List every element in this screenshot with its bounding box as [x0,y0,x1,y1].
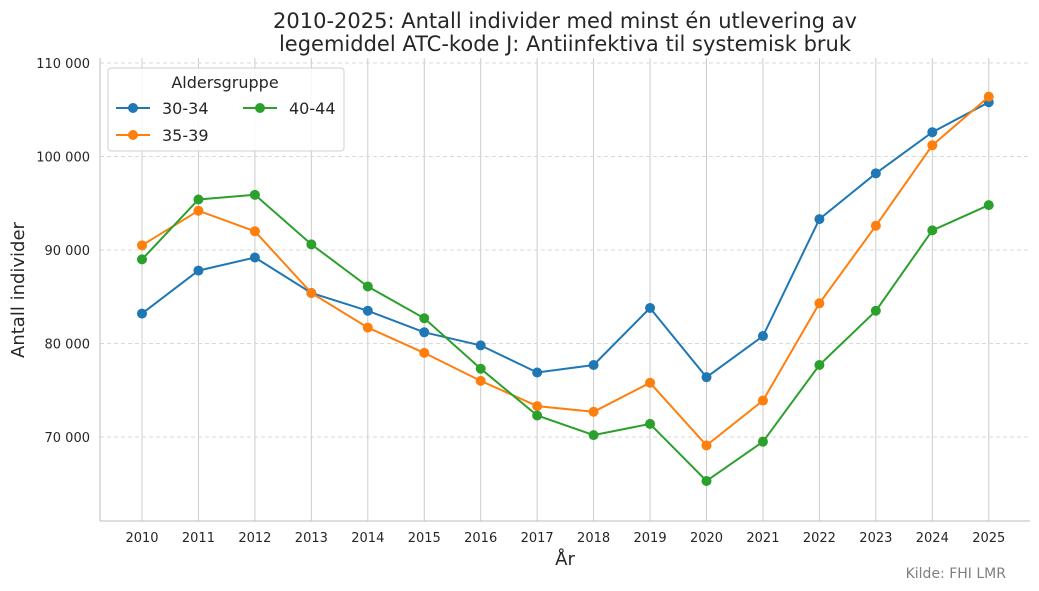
x-tick-label: 2022 [803,531,836,546]
data-point [137,254,147,265]
y-tick-label: 70 000 [45,431,91,446]
series-group [137,91,994,486]
x-tick-label: 2018 [577,531,610,546]
data-point [137,308,147,319]
x-tick-labels: 2010 2011 2012 2013 2014 2015 2016 2017 2018 2019… [125,531,1005,546]
data-point [249,189,260,200]
data-point [927,140,938,151]
legend-box [107,67,345,152]
data-point [362,281,373,292]
data-point [870,220,881,231]
y-tick-label: 90 000 [45,244,91,259]
data-point [757,395,768,406]
data-point [532,367,543,378]
grid-lines [100,58,1030,521]
data-point [927,127,938,138]
data-point [475,340,486,351]
data-point [645,302,656,313]
x-axis-label: År [555,548,575,570]
data-point [588,406,599,417]
legend-title: Aldersgruppe [171,73,278,92]
legend-marker [255,103,265,113]
x-tick-label: 2020 [690,531,723,546]
data-point [588,430,599,441]
y-tick-label: 80 000 [45,338,91,353]
x-tick-label: 2019 [634,531,667,546]
x-tick-label: 2012 [238,531,271,546]
data-point [757,436,768,447]
data-point [193,205,204,216]
x-tick-label: 2024 [916,531,949,546]
axes [99,58,1030,522]
data-point [532,410,543,421]
legend-label: 35-39 [162,126,209,145]
data-point [983,91,994,102]
data-point [701,440,712,451]
x-tick-label: 2015 [408,531,441,546]
data-point [870,168,881,179]
x-tick-label: 2021 [746,531,779,546]
x-tick-label: 2017 [521,531,554,546]
x-tick-label: 2016 [464,531,497,546]
data-point [419,347,430,358]
series-line [141,101,990,379]
data-point [193,265,204,276]
data-point [870,305,881,316]
x-tick-label: 2013 [295,531,328,546]
data-point [137,240,147,251]
data-point [306,239,317,250]
data-point [532,401,543,412]
y-tick-label: 100 000 [36,151,90,166]
x-tick-label: 2023 [859,531,892,546]
legend-marker [128,130,138,140]
y-tick-label: 110 000 [36,57,90,72]
legend-item-30-34: 30-34 [116,99,209,118]
data-point [475,375,486,386]
data-point [927,225,938,236]
legend-item-40-44: 40-44 [243,99,336,118]
legend-label: 40-44 [289,99,336,118]
chart-title-line-1: 2010-2025: Antall individer med minst én… [273,9,857,33]
data-point [645,377,656,388]
data-point [419,313,430,324]
legend-marker [128,103,138,113]
data-point [645,418,656,429]
series-line [141,193,990,483]
data-point [306,288,317,299]
x-tick-label: 2011 [182,531,215,546]
legend-item-35-39: 35-39 [116,126,209,145]
data-point [362,322,373,333]
source-note: Kilde: FHI LMR [906,566,1007,582]
series-35-39 [137,91,994,451]
x-tick-label: 2010 [125,531,158,546]
data-point [362,305,373,316]
data-point [249,252,260,263]
x-tick-label: 2014 [351,531,384,546]
data-point [588,360,599,371]
data-point [475,363,486,374]
data-point [701,475,712,486]
chart-title: 2010-2025: Antall individer med minst én… [273,9,857,56]
legend-label: 30-34 [162,99,209,118]
data-point [814,360,825,371]
y-axis-label: Antall individer [8,221,29,358]
data-point [701,372,712,383]
data-point [814,298,825,309]
legend: Aldersgruppe 30-34 35-39 40-44 [107,67,345,152]
series-40-44 [137,189,994,486]
chart-title-line-2: legemiddel ATC-kode J: Antiinfektiva til… [279,32,852,56]
data-point [757,331,768,342]
series-line [141,95,990,447]
data-point [983,200,994,211]
data-point [249,226,260,237]
x-tick-label: 2025 [972,531,1005,546]
data-point [193,194,204,205]
y-tick-labels: 70 000 80 000 90 000 100 000 110 000 [36,57,90,446]
data-point [419,327,430,338]
data-point [814,214,825,225]
